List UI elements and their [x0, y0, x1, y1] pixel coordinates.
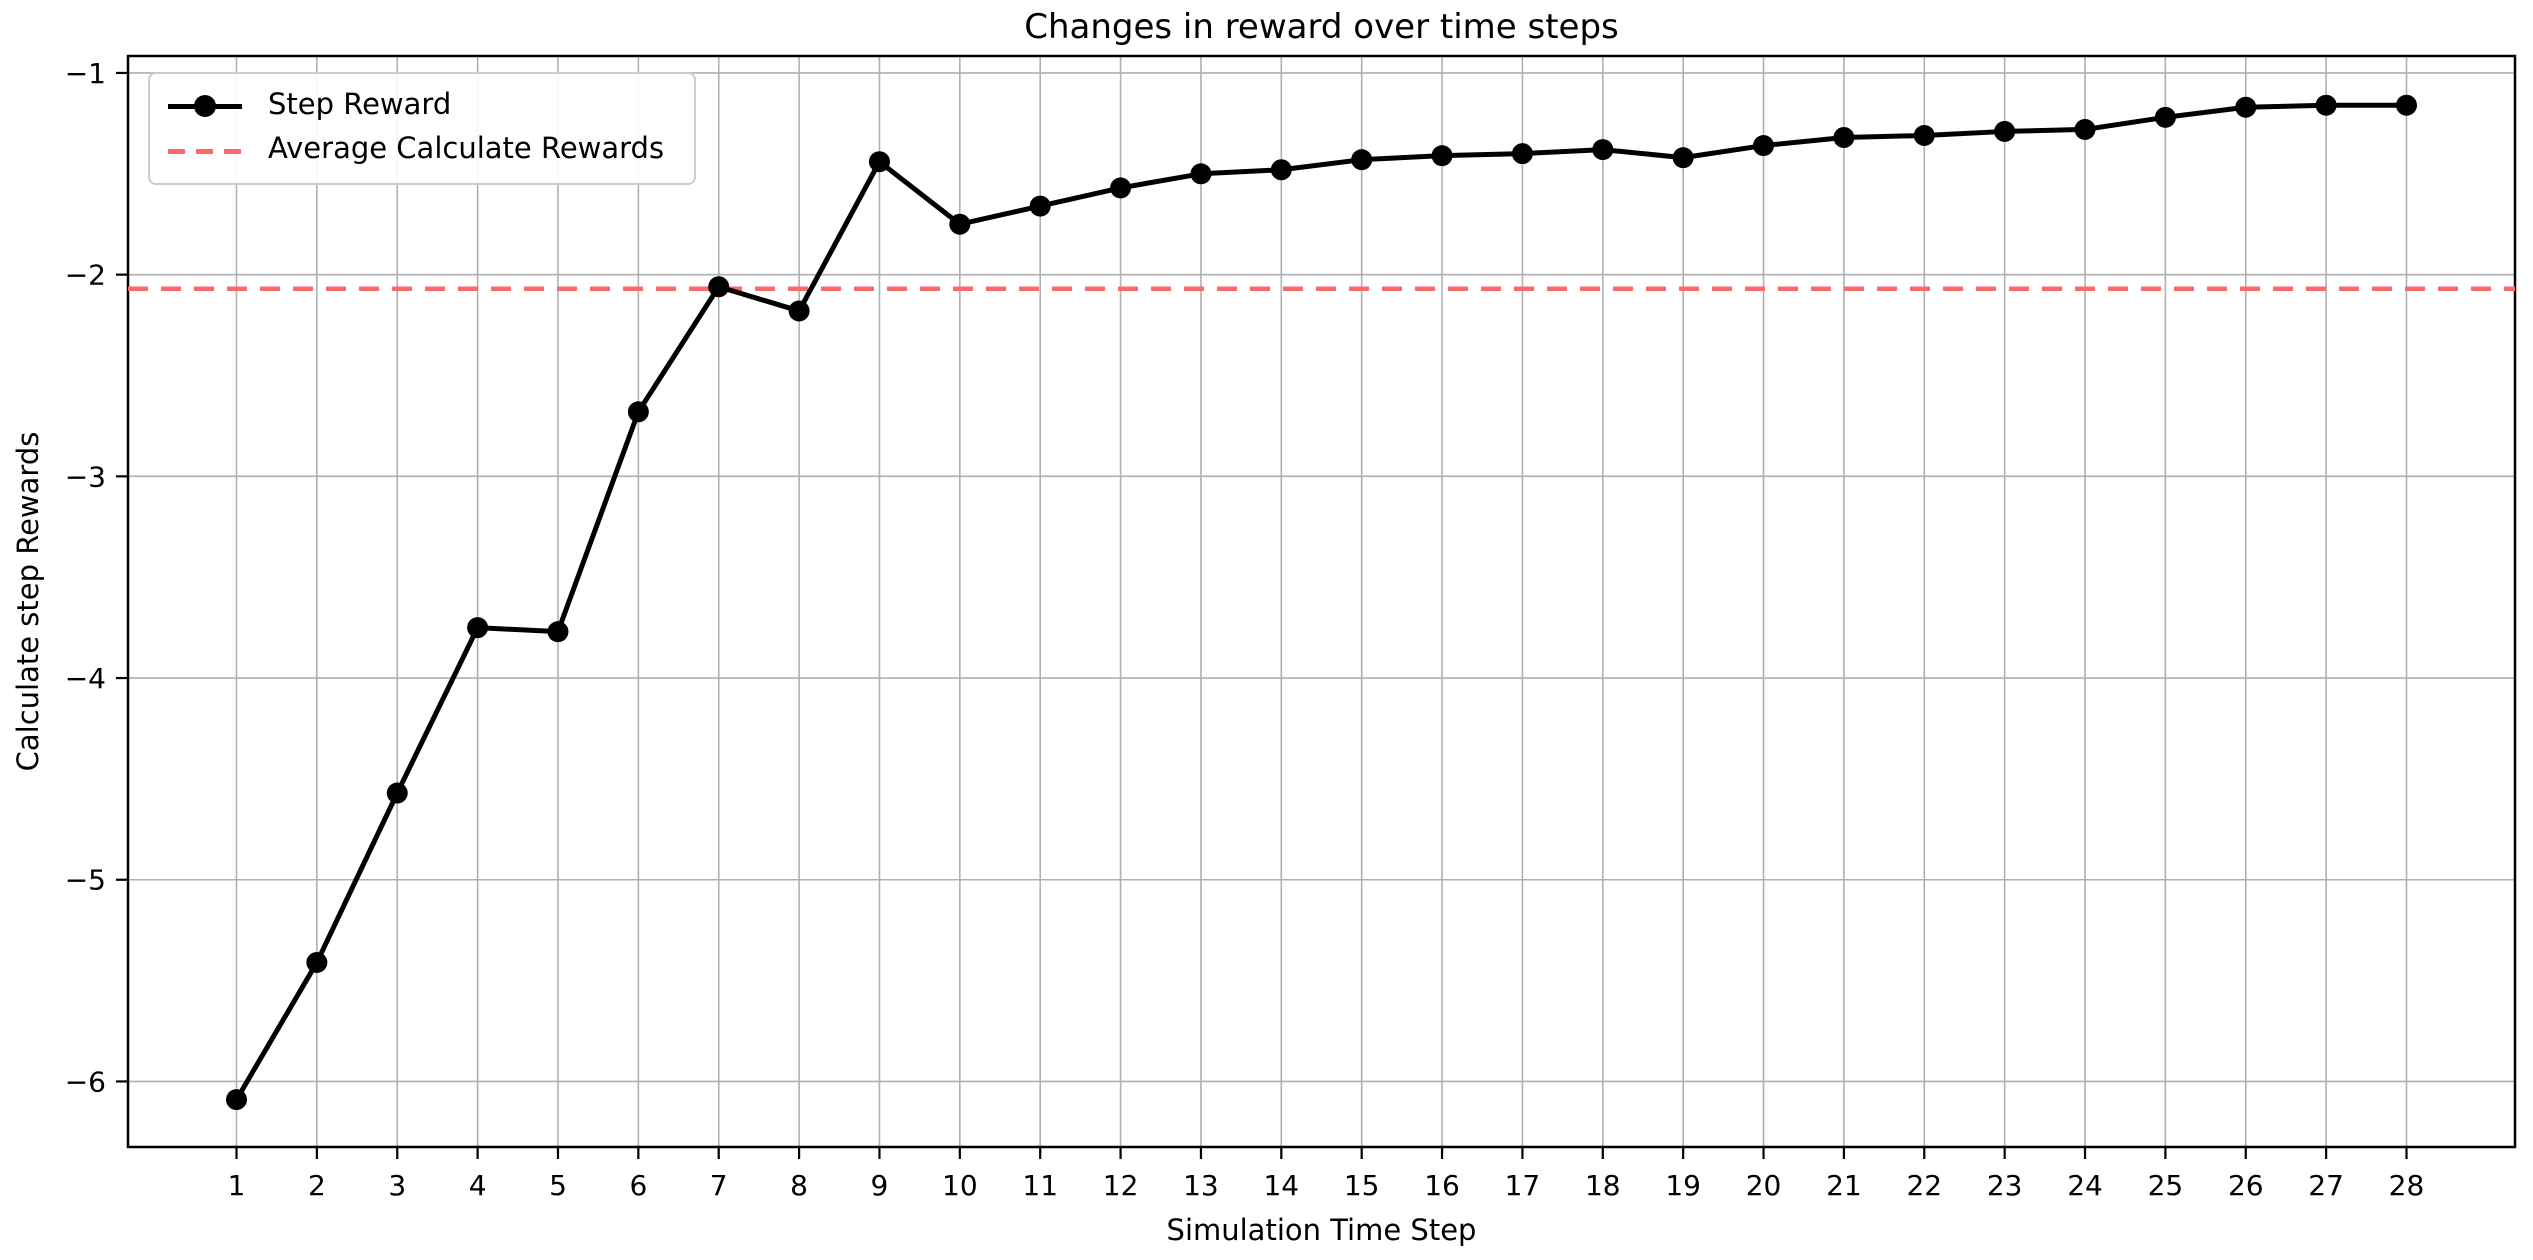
x-tick-label: 7 — [710, 1169, 728, 1202]
data-point-marker — [1110, 177, 1132, 199]
y-tick-label: −3 — [65, 460, 106, 493]
data-point-marker — [949, 213, 971, 235]
data-point-marker — [1029, 195, 1051, 217]
data-point-marker — [547, 621, 569, 643]
x-tick-label: 6 — [629, 1169, 647, 1202]
data-point-marker — [1511, 143, 1533, 165]
x-tick-label: 3 — [388, 1169, 406, 1202]
x-tick-label: 2 — [308, 1169, 326, 1202]
x-tick-label: 27 — [2308, 1169, 2344, 1202]
legend-item-step-reward: Step Reward — [168, 85, 676, 127]
x-tick-label: 10 — [942, 1169, 978, 1202]
data-point-marker — [627, 401, 649, 423]
data-point-marker — [1672, 147, 1694, 169]
x-tick-label: 12 — [1103, 1169, 1139, 1202]
step-reward-line — [234, 102, 2407, 1101]
x-axis-label: Simulation Time Step — [1167, 1213, 1477, 1247]
x-tick-label: 26 — [2228, 1169, 2264, 1202]
x-tick-label: 5 — [549, 1169, 567, 1202]
data-point-marker — [1592, 139, 1614, 161]
x-tick-label: 23 — [1987, 1169, 2023, 1202]
x-tick-label: 28 — [2389, 1169, 2425, 1202]
data-point-marker — [1913, 124, 1935, 146]
data-point-marker — [1753, 135, 1775, 157]
y-tick-label: −1 — [65, 57, 106, 90]
x-tick-label: 22 — [1906, 1169, 1942, 1202]
axes-spines — [126, 54, 2517, 1149]
x-tick-label: 16 — [1424, 1169, 1460, 1202]
x-tick-label: 14 — [1263, 1169, 1299, 1202]
step-reward-line-icon — [168, 94, 242, 118]
data-point-marker — [386, 782, 408, 804]
x-tick-label: 20 — [1746, 1169, 1782, 1202]
data-point-marker — [708, 276, 730, 298]
data-point-marker — [306, 951, 328, 973]
x-tick-label: 4 — [469, 1169, 487, 1202]
x-tick-label: 21 — [1826, 1169, 1862, 1202]
x-tick-label: 13 — [1183, 1169, 1219, 1202]
x-tick-label: 24 — [2067, 1169, 2103, 1202]
data-point-marker — [2154, 106, 2176, 128]
x-tick-label: 18 — [1585, 1169, 1621, 1202]
x-tick-label: 1 — [228, 1169, 246, 1202]
data-point-marker — [2315, 94, 2337, 116]
data-point-marker — [1270, 159, 1292, 181]
data-point-marker — [1994, 120, 2016, 142]
x-tick-label: 9 — [871, 1169, 889, 1202]
x-tick-label: 19 — [1665, 1169, 1701, 1202]
data-point-marker — [2396, 94, 2417, 116]
data-point-marker — [1190, 163, 1212, 185]
y-tick-label: −5 — [65, 864, 106, 897]
legend-label-average: Average Calculate Rewards — [268, 131, 665, 166]
legend-label-step-reward: Step Reward — [268, 86, 452, 121]
y-axis-label: Calculate step Rewards — [11, 432, 45, 772]
x-tick-label: 25 — [2148, 1169, 2184, 1202]
x-tick-label: 15 — [1344, 1169, 1380, 1202]
y-tick-label: −6 — [65, 1065, 106, 1098]
data-point-marker — [1833, 126, 1855, 148]
data-point-marker — [2235, 96, 2257, 118]
data-point-marker — [868, 151, 890, 173]
y-tick-label: −2 — [65, 259, 106, 292]
chart-title: Changes in reward over time steps — [1024, 7, 1619, 47]
legend-item-average: Average Calculate Rewards — [168, 130, 676, 172]
data-point-marker — [226, 1089, 247, 1111]
legend: Step Reward Average Calculate Rewards — [148, 72, 696, 185]
y-tick-label: −4 — [65, 662, 106, 695]
average-dashed-line-icon — [168, 139, 242, 163]
x-tick-label: 8 — [790, 1169, 808, 1202]
data-point-marker — [788, 300, 810, 322]
x-tick-label: 17 — [1505, 1169, 1541, 1202]
x-tick-label: 11 — [1022, 1169, 1058, 1202]
data-point-marker — [1351, 149, 1373, 171]
data-point-marker — [1431, 145, 1453, 167]
data-point-marker — [467, 617, 489, 639]
data-point-marker — [2074, 118, 2096, 140]
